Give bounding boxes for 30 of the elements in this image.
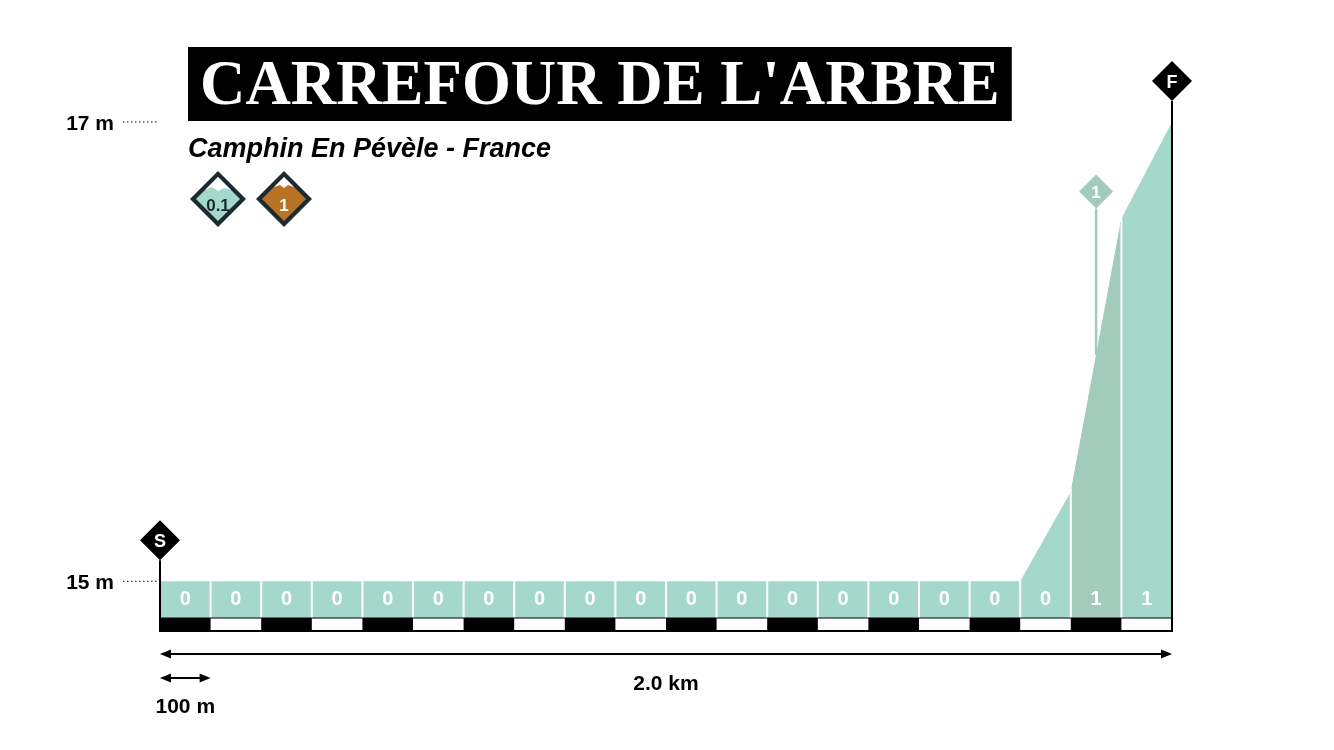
annotation: 0 xyxy=(786,587,799,609)
annotation: S xyxy=(153,531,167,552)
text: 2.0 km xyxy=(633,671,699,694)
annotation: 0 xyxy=(635,587,647,609)
annotation: 0 xyxy=(837,587,849,609)
annotation: 0 xyxy=(382,587,394,609)
annotation: 0 xyxy=(483,587,495,609)
annotation: 0 xyxy=(533,587,546,609)
annotation: 0.1 xyxy=(206,195,230,215)
annotation: 0 xyxy=(888,587,900,609)
annotation: 1 xyxy=(1141,587,1153,609)
chart-subtitle: Camphin En Pévèle - France xyxy=(188,133,552,163)
y-tick-label: 15 m xyxy=(66,569,114,593)
annotation: 0 xyxy=(331,587,343,609)
annotation: 0 xyxy=(280,587,293,609)
text: 100 m xyxy=(155,694,216,717)
annotation: 0 xyxy=(432,587,444,609)
text: F xyxy=(1166,72,1178,92)
annotation: 0 xyxy=(989,587,1001,609)
annotation: 1 xyxy=(1090,587,1102,609)
annotation: 1 xyxy=(279,195,289,215)
annotation: 0 xyxy=(938,587,950,609)
annotation: 0 xyxy=(179,587,191,609)
y-tick-label: 17 m xyxy=(66,110,114,134)
annotation: 0 xyxy=(685,587,697,609)
annotation: 1 xyxy=(1091,182,1101,202)
annotation: 0 xyxy=(230,587,242,609)
annotation: 0 xyxy=(1039,587,1052,609)
annotation: 0 xyxy=(584,587,596,609)
annotation: 0 xyxy=(736,587,748,609)
